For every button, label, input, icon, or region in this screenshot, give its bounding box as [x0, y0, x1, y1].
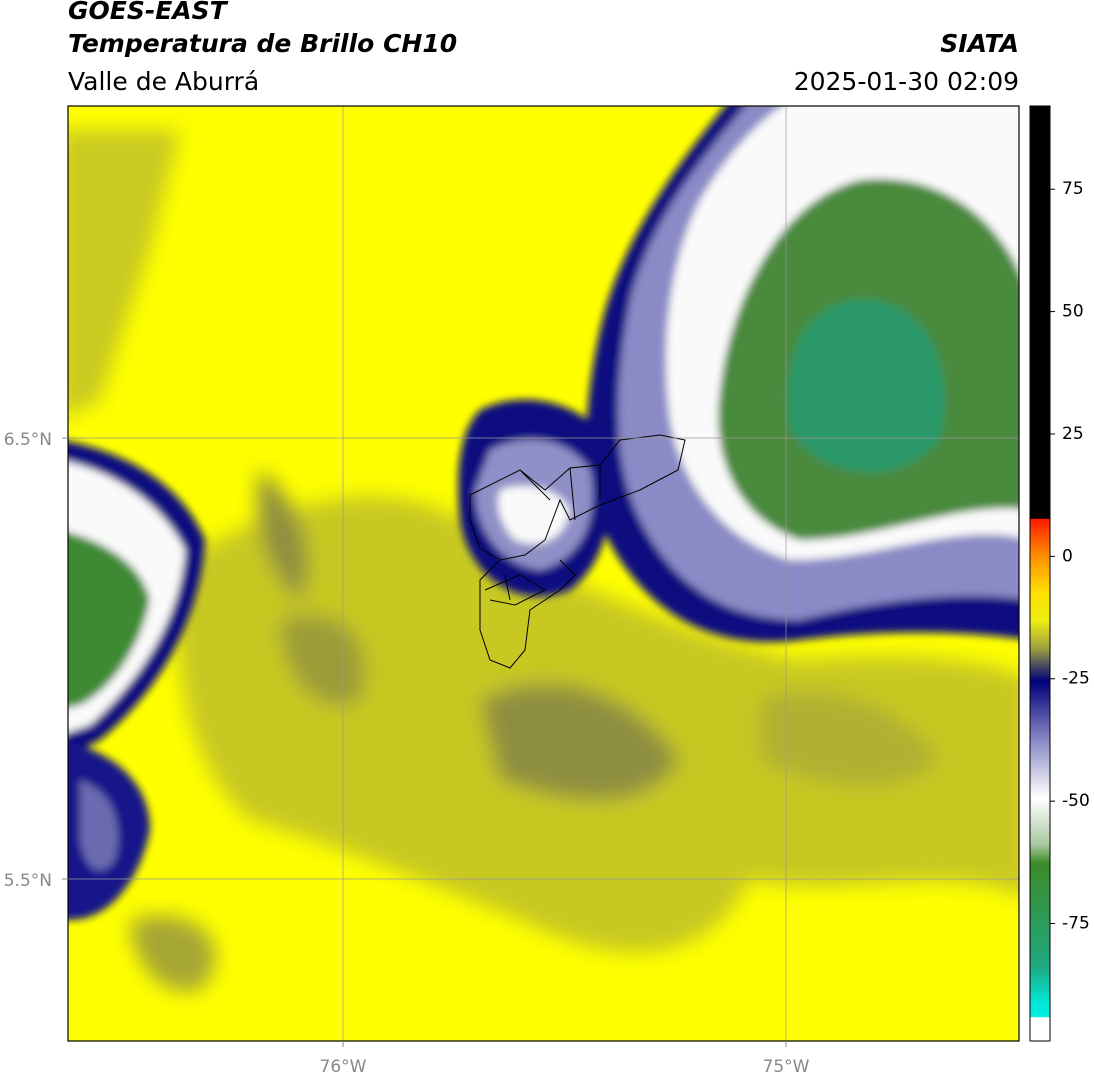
lon-label: 75°W — [763, 1057, 810, 1077]
lat-label: 6.5°N — [4, 430, 52, 450]
colorbar-tick-label: 75 — [1062, 179, 1084, 199]
colorbar-tick-label: 25 — [1062, 424, 1084, 444]
colorbar — [1029, 105, 1051, 1042]
colorbar-tick-label: -75 — [1062, 914, 1090, 934]
colorbar-tick-label: 50 — [1062, 302, 1084, 322]
title: GOES-EAST — [68, 0, 227, 25]
region: Valle de Aburrá — [68, 67, 260, 96]
map-image — [68, 106, 1019, 1041]
colorbar-tick-label: 0 — [1062, 546, 1073, 566]
subtitle: Temperatura de Brillo CH10 — [68, 29, 458, 58]
source: SIATA — [940, 29, 1019, 58]
lat-label: 5.5°N — [4, 871, 52, 891]
lon-label: 76°W — [320, 1057, 367, 1077]
timestamp: 2025-01-30 02:09 — [793, 67, 1019, 96]
colorbar-tick-label: -25 — [1062, 669, 1090, 689]
colorbar-tick-label: -50 — [1062, 791, 1090, 811]
